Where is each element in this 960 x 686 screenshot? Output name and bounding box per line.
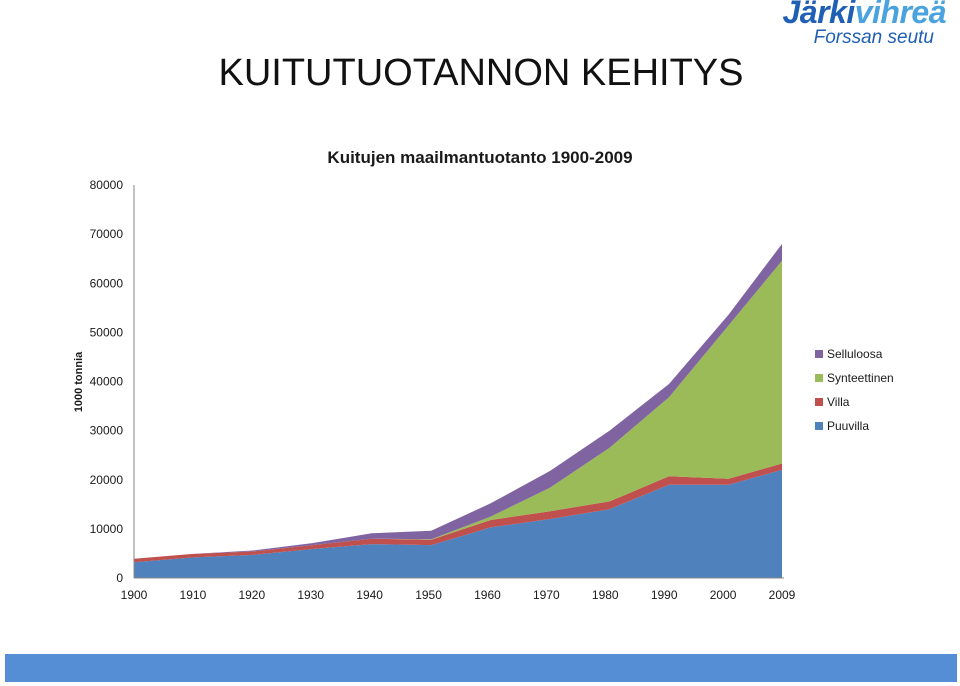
x-tick-label: 2009 [769, 588, 796, 602]
x-tick-label: 2000 [710, 588, 737, 602]
area-selluloosa [134, 243, 782, 559]
x-tick-label: 1980 [592, 588, 619, 602]
area-synteettinen [134, 260, 782, 559]
legend-label: Synteettinen [827, 371, 894, 385]
stacked-area-chart: Kuitujen maailmantuotanto 1900-2009 1000… [73, 148, 894, 602]
y-tick-label: 10000 [90, 522, 124, 536]
x-tick-label: 1950 [415, 588, 442, 602]
x-tick-label: 1930 [297, 588, 324, 602]
y-tick-label: 70000 [90, 227, 124, 241]
legend-swatch [815, 350, 823, 358]
x-tick-label: 1990 [651, 588, 678, 602]
y-tick-label: 60000 [90, 276, 124, 290]
y-tick-label: 50000 [90, 325, 124, 339]
legend-label: Villa [827, 395, 850, 409]
chart-title: Kuitujen maailmantuotanto 1900-2009 [327, 148, 632, 167]
x-tick-label: 1920 [238, 588, 265, 602]
legend-label: Selluloosa [827, 347, 883, 361]
logo-wordmark-part1: Järki [782, 0, 855, 30]
y-tick-label: 80000 [90, 178, 124, 192]
y-tick-labels: 0 10000 20000 30000 40000 50000 60000 70000 8000… [90, 178, 124, 585]
legend: Selluloosa Synteettinen Villa Puuvilla [815, 347, 894, 433]
y-tick-label: 20000 [90, 473, 124, 487]
legend-swatch [815, 398, 823, 406]
y-tick-label: 40000 [90, 375, 124, 389]
logo-subtitle: Forssan seutu [813, 27, 934, 48]
area-puuvilla [134, 469, 782, 578]
area-series-group [134, 243, 782, 578]
x-tick-label: 1970 [533, 588, 560, 602]
x-tick-label: 1960 [474, 588, 501, 602]
slide-title: KUITUTUOTANNON KEHITYS [0, 52, 960, 95]
legend-swatch [815, 374, 823, 382]
logo-wordmark: Järkivihreä [782, 0, 946, 31]
legend-swatch [815, 422, 823, 430]
slide-title-text: KUITUTUOTANNON KEHITYS [218, 52, 744, 94]
x-tick-label: 1910 [180, 588, 207, 602]
logo-wordmark-part2: vihreä [854, 0, 947, 30]
y-axis-label: 1000 tonnia [73, 351, 85, 412]
logo: Järkivihreä Forssan seutu [766, 0, 952, 52]
footer-bar [5, 654, 957, 682]
x-tick-label: 1900 [121, 588, 148, 602]
legend-label: Puuvilla [827, 419, 869, 433]
y-tick-label: 0 [116, 571, 123, 585]
x-tick-labels: 1900 1910 1920 1930 1940 1950 1960 1970 1980 1990… [121, 588, 796, 602]
y-tick-label: 30000 [90, 424, 124, 438]
x-tick-label: 1940 [356, 588, 383, 602]
